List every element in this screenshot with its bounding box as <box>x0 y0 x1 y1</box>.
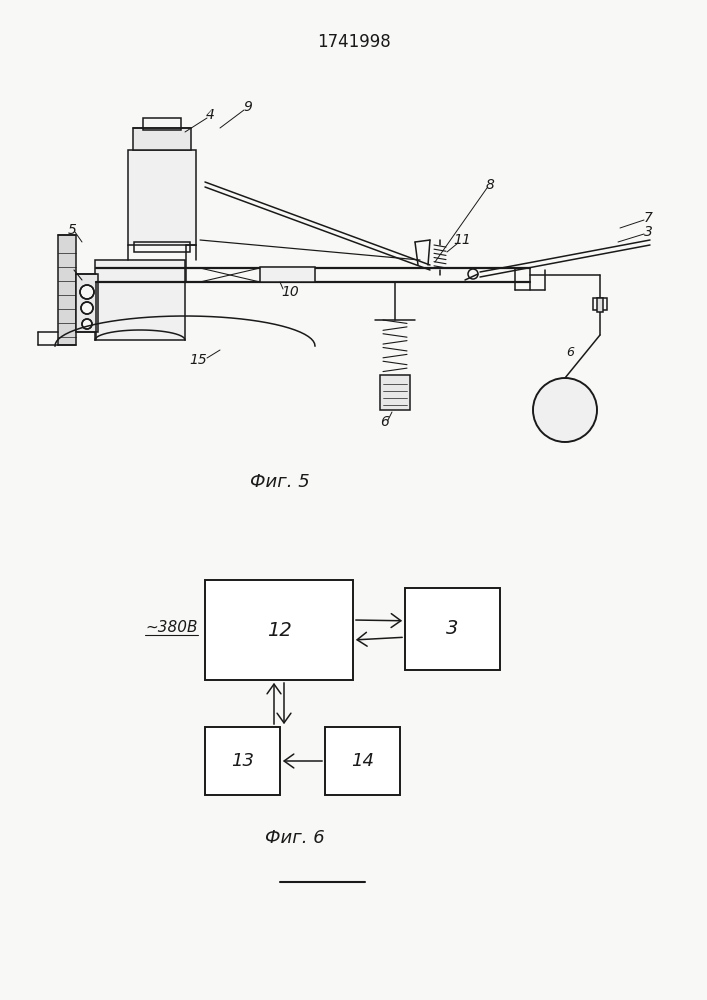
Bar <box>597 298 603 312</box>
Text: 6: 6 <box>566 346 574 359</box>
Text: 7: 7 <box>643 211 653 225</box>
Bar <box>58 235 76 345</box>
Text: Фиг. 6: Фиг. 6 <box>265 829 325 847</box>
Circle shape <box>81 302 93 314</box>
Text: 3: 3 <box>643 225 653 239</box>
Bar <box>128 150 196 245</box>
Bar <box>260 267 315 282</box>
Bar <box>95 260 185 340</box>
Text: 11: 11 <box>453 233 471 247</box>
Circle shape <box>533 378 597 442</box>
Text: 1741998: 1741998 <box>317 33 391 51</box>
Text: 4: 4 <box>206 108 214 122</box>
Bar <box>380 375 410 410</box>
Text: 12: 12 <box>267 620 291 640</box>
Text: ~380В: ~380В <box>145 620 197 636</box>
Text: 14: 14 <box>351 752 374 770</box>
Text: Фиг. 5: Фиг. 5 <box>250 473 310 491</box>
Circle shape <box>82 319 92 329</box>
Text: 8: 8 <box>486 178 494 192</box>
Bar <box>593 298 607 310</box>
Bar <box>134 242 190 252</box>
Text: 5: 5 <box>68 223 76 237</box>
Bar <box>205 727 280 795</box>
Bar <box>205 580 353 680</box>
Text: 9: 9 <box>244 100 252 114</box>
Bar <box>405 588 500 670</box>
Bar <box>76 274 98 332</box>
Text: 15: 15 <box>189 353 207 367</box>
Text: 13: 13 <box>231 752 254 770</box>
Text: 10: 10 <box>281 285 299 299</box>
Bar <box>143 118 181 130</box>
Bar <box>133 128 191 150</box>
Bar <box>325 727 400 795</box>
Text: 3: 3 <box>446 619 459 639</box>
Circle shape <box>80 285 94 299</box>
Text: 6: 6 <box>380 415 390 429</box>
